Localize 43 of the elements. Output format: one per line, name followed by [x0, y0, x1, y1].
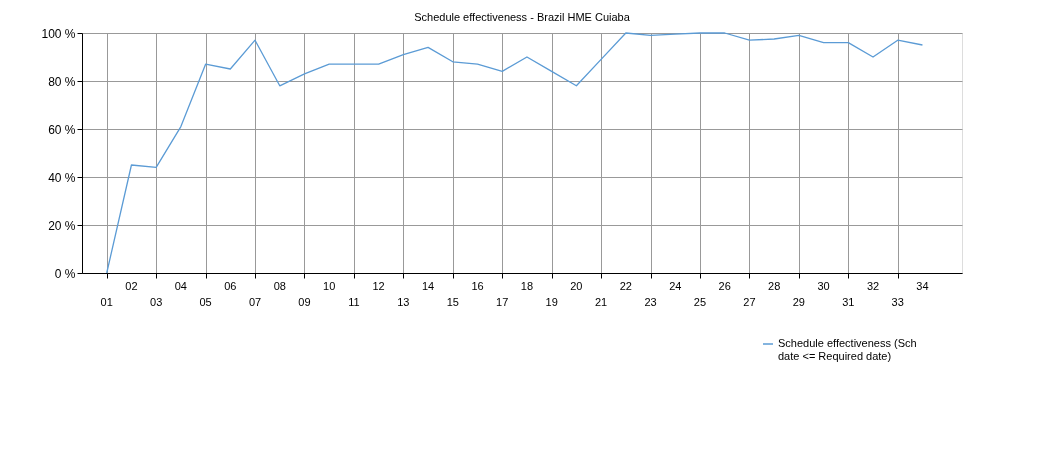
x-tick-label: 23 — [644, 296, 657, 308]
x-tick-label: 25 — [693, 296, 707, 308]
x-tick-label: 21 — [594, 296, 608, 308]
y-tick-label: 40 % — [48, 170, 76, 185]
x-tick-label: 13 — [397, 296, 410, 308]
y-tick-label: 80 % — [48, 74, 76, 89]
x-tick-label: 11 — [348, 296, 360, 308]
x-tick-label: 28 — [768, 280, 781, 292]
x-tick-label: 09 — [298, 296, 311, 308]
x-tick-label: 14 — [421, 280, 435, 292]
x-tick-label: 02 — [125, 280, 138, 292]
x-tick-label: 34 — [916, 280, 929, 292]
x-tick-label: 10 — [323, 280, 336, 292]
x-tick-label: 30 — [817, 280, 830, 292]
x-tick-label: 31 — [842, 296, 855, 308]
x-tick-label: 16 — [471, 280, 484, 292]
x-tick-label: 06 — [224, 280, 237, 292]
y-tick-label: 100 % — [41, 26, 76, 41]
x-tick-label: 12 — [372, 280, 385, 292]
x-tick-label: 15 — [446, 296, 459, 308]
x-tick-label: 18 — [520, 280, 534, 292]
x-tick-label: 24 — [669, 280, 682, 292]
y-tick-label: 60 % — [48, 122, 76, 137]
x-tick-label: 08 — [273, 280, 286, 292]
line-series — [106, 32, 924, 274]
x-tick-label: 22 — [619, 280, 632, 292]
x-tick-label: 03 — [150, 296, 163, 308]
x-tick-label: 05 — [199, 296, 212, 308]
y-tick-label: 0 % — [54, 266, 76, 281]
x-tick-label: 04 — [174, 280, 187, 292]
x-tick-label: 32 — [866, 280, 880, 292]
x-tick-label: 19 — [545, 296, 558, 308]
x-tick-label: 26 — [718, 280, 731, 292]
x-tick-label: 29 — [792, 296, 805, 308]
x-tick-label: 20 — [570, 280, 583, 292]
x-tick-label: 27 — [743, 296, 756, 308]
legend-label: Schedule effectiveness (Sch date <= Required date) — [778, 337, 917, 362]
chart-title: Schedule effectiveness - Brazil HME Cuiaba — [414, 11, 631, 23]
x-tick-label: 01 — [100, 296, 113, 308]
x-tick-label: 33 — [891, 296, 904, 308]
y-tick-label: 20 % — [48, 218, 76, 233]
x-tick-label: 07 — [248, 296, 262, 308]
x-tick-label: 17 — [496, 296, 509, 308]
